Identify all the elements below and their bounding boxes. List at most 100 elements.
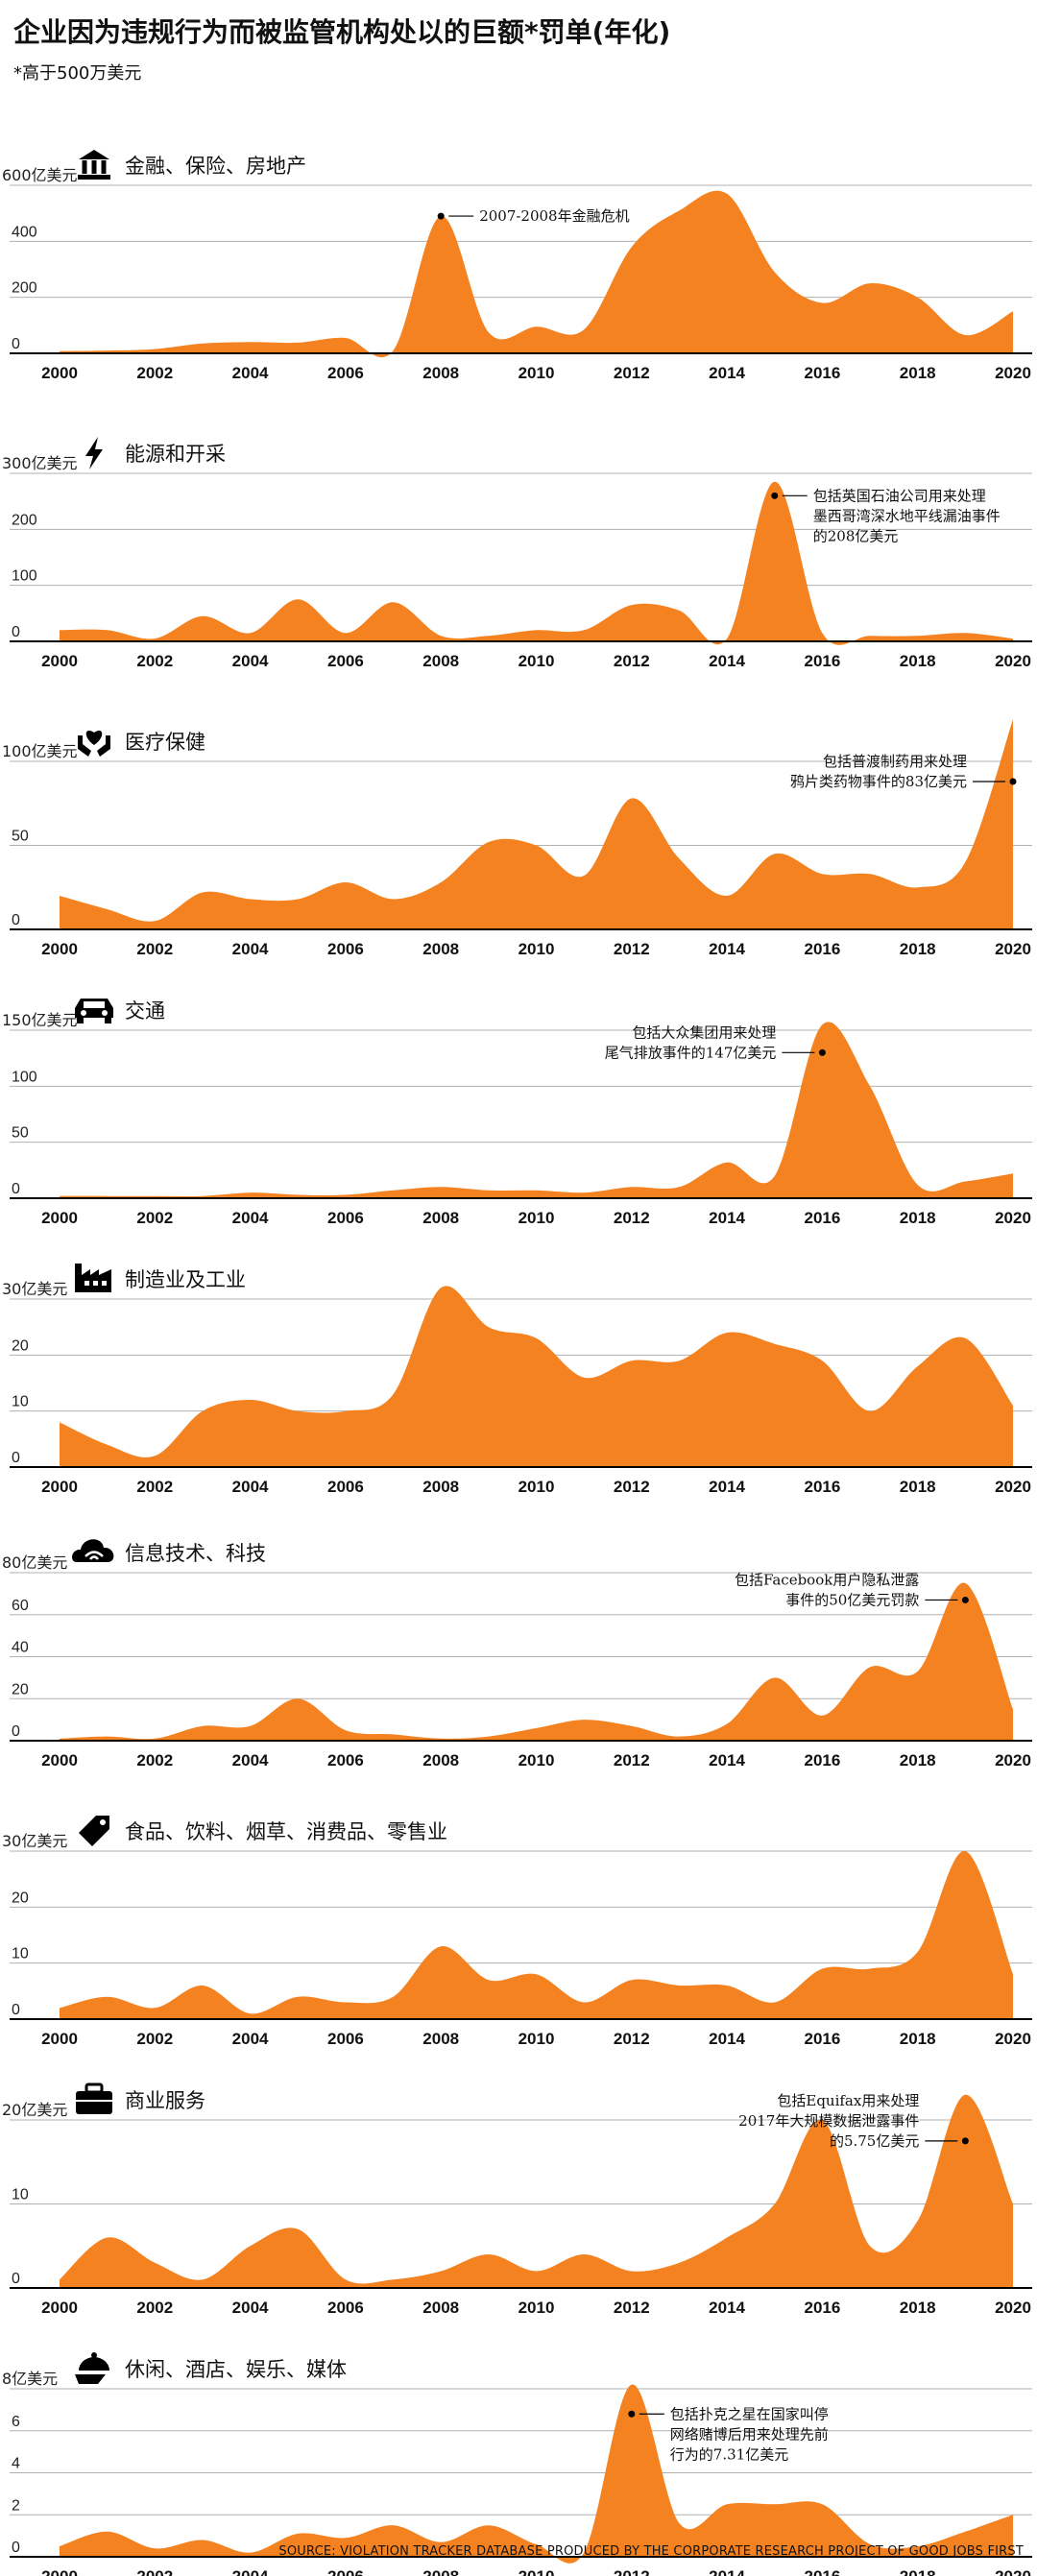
panel-label: 休闲、酒店、娱乐、媒体	[125, 2358, 347, 2381]
panel-label: 能源和开采	[125, 443, 226, 466]
annotation-dot	[961, 2137, 969, 2145]
x-tick-label: 2014	[709, 364, 745, 382]
x-tick-label: 2010	[518, 652, 555, 670]
x-tick-label: 2016	[804, 1209, 840, 1227]
x-tick-label: 2000	[41, 364, 78, 382]
bank-column	[101, 160, 107, 174]
x-tick-label: 2010	[518, 1751, 555, 1769]
y-tick-label: 10	[12, 2187, 29, 2203]
y-unit-label: 20亿美元	[2, 2101, 67, 2119]
x-tick-label: 2002	[136, 2299, 173, 2317]
x-tick-label: 2014	[709, 1478, 745, 1496]
tag-shape	[79, 1816, 109, 1846]
area-series	[60, 1850, 1013, 2019]
x-tick-label: 2004	[232, 2567, 269, 2576]
area-series	[60, 1582, 1013, 1741]
source-note: SOURCE: VIOLATION TRACKER DATABASE PRODU…	[278, 2544, 1024, 2559]
x-tick-label: 2008	[422, 364, 459, 382]
lightning-icon	[85, 437, 103, 469]
x-tick-label: 2006	[327, 652, 364, 670]
chart-panel-4: 0 50 100 150亿美元 2000 2002 2004 2006 2008 2010 2012…	[2, 999, 1032, 1227]
x-tick-label: 2008	[422, 2299, 459, 2317]
x-tick-label: 2002	[136, 2030, 173, 2048]
annotation-text: 包括Facebook用户隐私泄露	[735, 1571, 919, 1588]
x-tick-label: 2006	[327, 364, 364, 382]
briefcase-icon	[76, 2082, 112, 2114]
annotation-text: 事件的50亿美元罚款	[785, 1591, 919, 1608]
x-tick-label: 2004	[232, 1209, 269, 1227]
cloud-wifi-icon	[72, 1539, 114, 1562]
y-tick-label: 0	[12, 1723, 20, 1740]
x-tick-label: 2008	[422, 652, 459, 670]
y-unit-label: 300亿美元	[2, 454, 78, 472]
annotation-text: 行为的7.31亿美元	[670, 2445, 788, 2463]
area-series	[60, 2384, 1013, 2564]
y-tick-label: 10	[12, 1394, 29, 1410]
annotation-text: 鸦片类药物事件的83亿美元	[790, 773, 967, 790]
y-tick-label: 20	[12, 1337, 29, 1354]
x-tick-label: 2008	[422, 1209, 459, 1227]
wifi-arc	[84, 1551, 104, 1557]
y-tick-label: 0	[12, 624, 20, 640]
x-tick-label: 2014	[709, 940, 745, 958]
x-tick-label: 2010	[518, 1478, 555, 1496]
x-tick-label: 2006	[327, 2567, 364, 2576]
y-tick-label: 200	[12, 512, 37, 528]
panel-label: 医疗保健	[125, 731, 205, 754]
bank-roof	[79, 150, 109, 159]
annotation-text: 的208亿美元	[813, 527, 899, 544]
factory-shape	[75, 1264, 111, 1292]
x-tick-label: 2006	[327, 940, 364, 958]
bank-base	[78, 175, 110, 180]
x-tick-label: 2018	[900, 2299, 936, 2317]
x-tick-label: 2012	[614, 1478, 650, 1496]
x-tick-label: 2018	[900, 1478, 936, 1496]
y-tick-label: 50	[12, 1125, 29, 1142]
chart-panel-2: 0 100 200 300亿美元 2000 2002 2004 2006 2008 2010 201…	[2, 437, 1032, 670]
y-tick-label: 2	[12, 2497, 20, 2514]
car-window	[84, 1001, 105, 1008]
y-tick-label: 0	[12, 2002, 20, 2018]
annotation-dot	[1009, 778, 1017, 785]
y-unit-label: 8亿美元	[2, 2370, 58, 2388]
x-tick-label: 2000	[41, 2567, 78, 2576]
annotation-dot	[628, 2410, 636, 2418]
x-tick-label: 2000	[41, 652, 78, 670]
x-tick-label: 2008	[422, 1751, 459, 1769]
x-tick-label: 2014	[709, 1751, 745, 1769]
car-light	[81, 1010, 86, 1016]
y-unit-label: 30亿美元	[2, 1832, 67, 1850]
x-tick-label: 2012	[614, 940, 650, 958]
annotation-text: 2017年大规模数据泄露事件	[738, 2112, 919, 2130]
hand-right	[97, 735, 110, 757]
x-tick-label: 2000	[41, 1209, 78, 1227]
x-tick-label: 2012	[614, 652, 650, 670]
page-subtitle: *高于500万美元	[13, 63, 142, 84]
area-series	[60, 481, 1013, 645]
y-tick-label: 40	[12, 1640, 29, 1656]
x-tick-label: 2012	[614, 364, 650, 382]
x-tick-label: 2018	[900, 1209, 936, 1227]
x-tick-label: 2004	[232, 940, 269, 958]
y-tick-label: 100	[12, 1069, 37, 1085]
x-tick-label: 2002	[136, 1478, 173, 1496]
x-tick-label: 2018	[900, 2567, 936, 2576]
x-tick-label: 2020	[995, 2030, 1031, 2048]
y-tick-label: 400	[12, 224, 37, 240]
x-tick-label: 2012	[614, 1751, 650, 1769]
factory-window	[84, 1281, 89, 1286]
chart-panel-6: 0 20 40 60 80亿美元 2000 2002 2004 2006 2008 2010 2012…	[2, 1539, 1032, 1769]
cloche-knob	[91, 2352, 97, 2358]
x-tick-label: 2020	[995, 940, 1031, 958]
y-tick-label: 20	[12, 1681, 29, 1697]
panel-label: 制造业及工业	[125, 1268, 246, 1291]
x-tick-label: 2018	[900, 364, 936, 382]
x-tick-label: 2008	[422, 2030, 459, 2048]
x-tick-label: 2018	[900, 652, 936, 670]
chart-panel-3: 0 50 100亿美元 2000 2002 2004 2006 2008 2010 2012 201…	[2, 719, 1032, 958]
factory-window	[93, 1281, 98, 1286]
y-tick-label: 0	[12, 2271, 20, 2287]
bank-column	[82, 160, 87, 174]
y-tick-label: 0	[12, 1181, 20, 1197]
